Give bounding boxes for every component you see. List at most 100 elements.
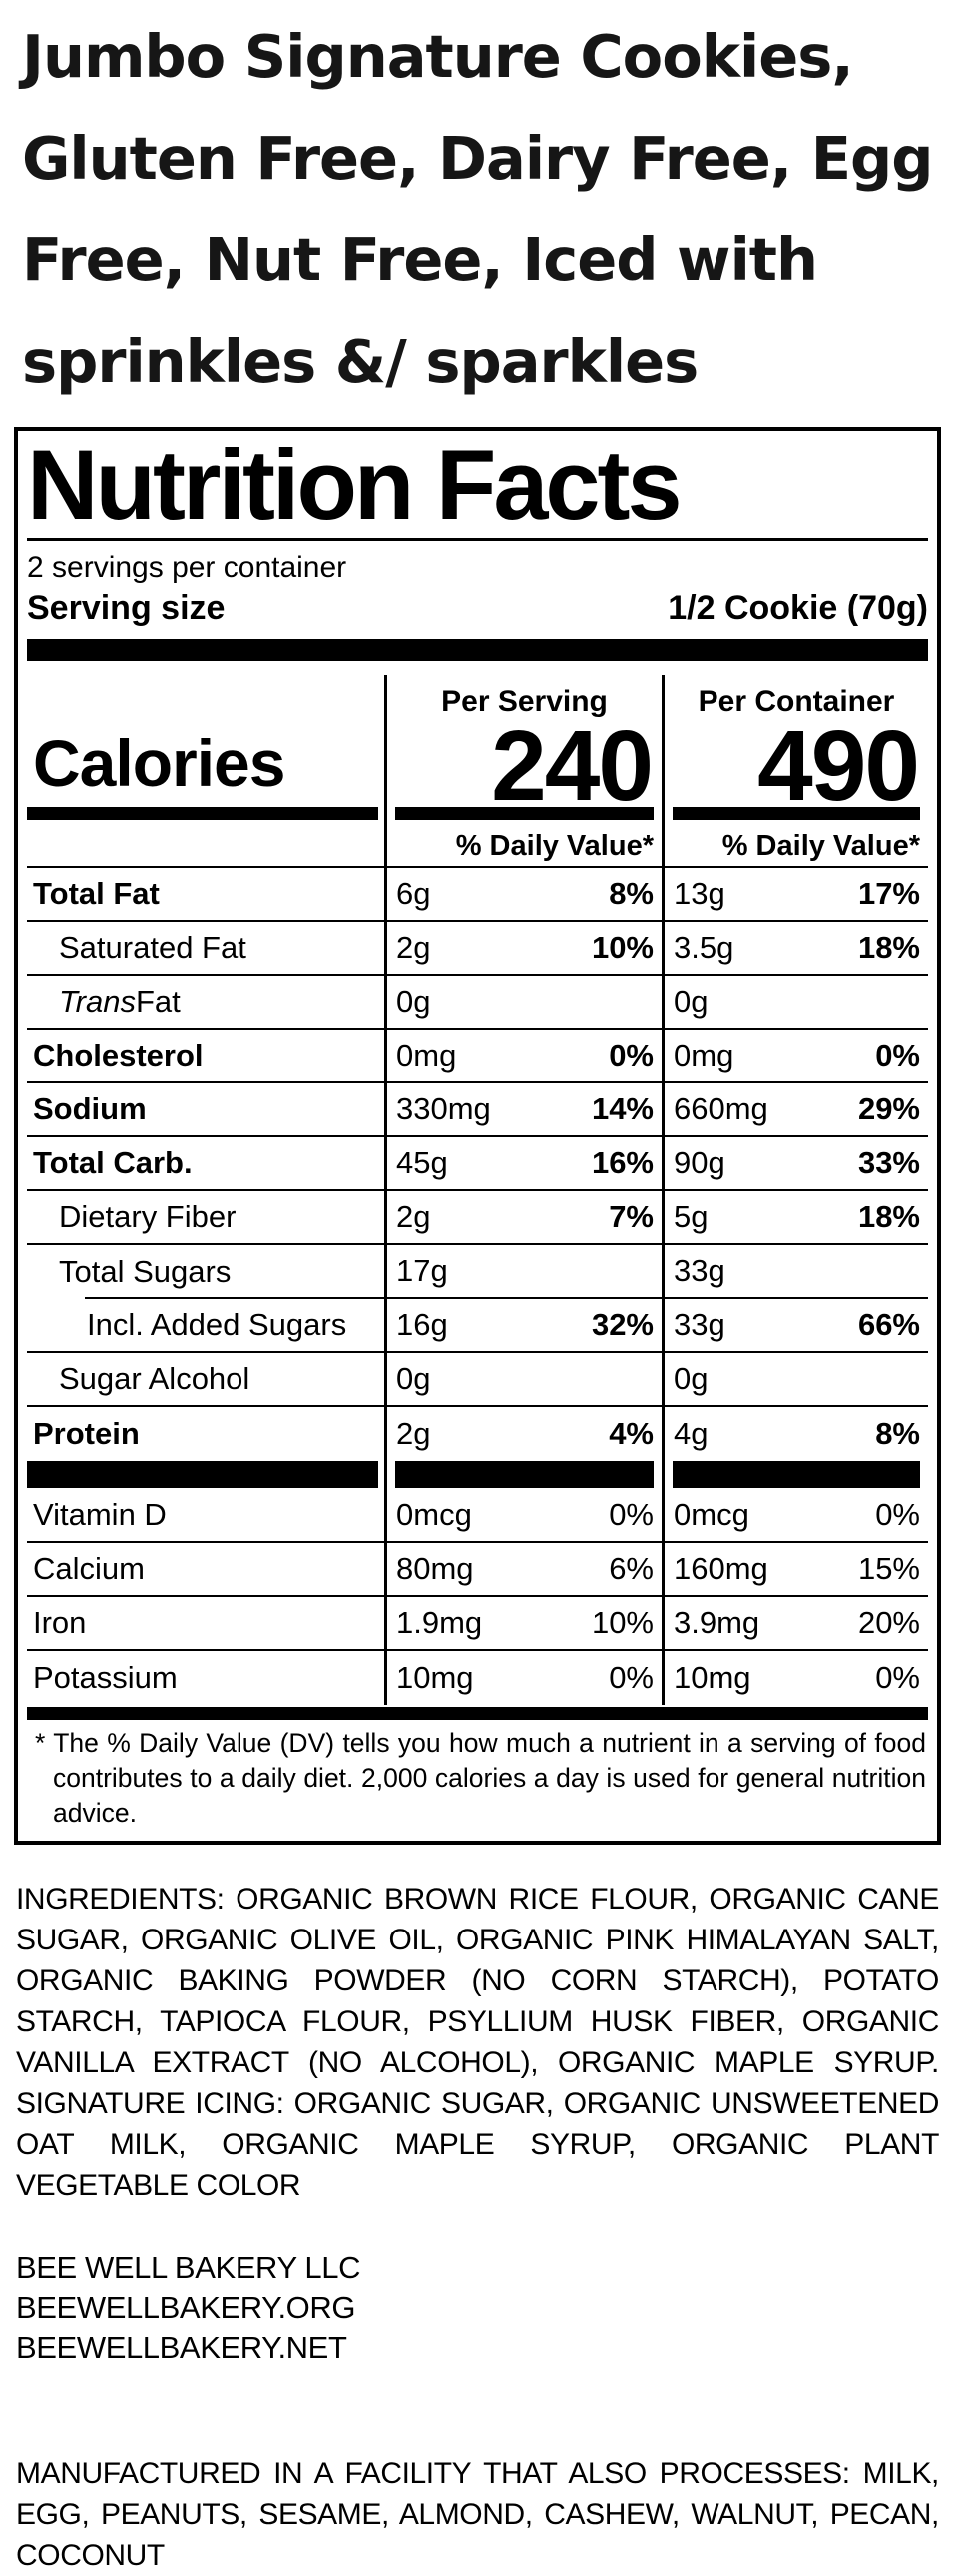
nutrient-value-cell: 0mg 0% (387, 1030, 662, 1083)
nutrient-value-cell: 660mg 29% (665, 1083, 928, 1137)
serving-size-value: 1/2 Cookie (70g) (668, 588, 928, 627)
column-divider (384, 1352, 387, 1407)
nutrient-value-cell: 17g (387, 1245, 662, 1299)
nutrient-value-cell: 3.9mg 20% (665, 1597, 928, 1651)
column-divider (384, 674, 387, 807)
daily-value-header-row: % Daily Value* % Daily Value* (27, 821, 928, 868)
nutrient-amount: 2g (396, 929, 431, 965)
nutrition-facts-panel: Nutrition Facts 2 servings per container… (14, 427, 941, 1845)
serving-size-row: Serving size 1/2 Cookie (70g) (27, 587, 928, 629)
nutrient-value-cell: 0g (387, 1353, 662, 1407)
nutrient-amount: 6g (396, 875, 431, 911)
calories-per-container-value: 490 (757, 709, 920, 822)
column-divider (662, 1244, 665, 1299)
nutrient-daily-value: 7% (609, 1198, 654, 1234)
calories-underline (27, 806, 378, 820)
nutrient-row: Calcium 80mg 6% 160mg 15% (27, 1542, 928, 1597)
nutrient-daily-value: 33% (857, 1144, 920, 1180)
nutrient-value-cell: 0mg 0% (665, 1030, 928, 1083)
column-divider (662, 674, 665, 807)
column-divider (662, 1542, 665, 1597)
nutrient-row: Sodium 330mg 14% 660mg 29% (27, 1082, 928, 1137)
column-divider (384, 975, 387, 1030)
nutrient-name: Incl. Added Sugars (27, 1299, 384, 1353)
nutrient-rows: Total Fat 6g 8% 13g 17% Saturated Fat 2g 10% 3.5… (27, 867, 928, 1705)
daily-value-footnote: * The % Daily Value (DV) tells you how m… (35, 1727, 926, 1828)
product-title-line: Jumbo Signature Cookies, (22, 22, 854, 91)
nutrient-daily-value: 15% (857, 1550, 920, 1586)
nutrient-daily-value: 18% (857, 1198, 920, 1234)
dv-header-per-serving: % Daily Value* (387, 822, 662, 868)
nutrient-name: Cholesterol (27, 1030, 384, 1083)
nutrient-daily-value: 0% (875, 1037, 920, 1073)
column-divider (384, 1136, 387, 1191)
separator-bar-segment (27, 1460, 378, 1488)
nutrient-daily-value: 6% (609, 1550, 654, 1586)
nutrient-daily-value: 14% (591, 1090, 654, 1126)
column-divider (384, 1489, 387, 1543)
nutrient-daily-value: 0% (609, 1497, 654, 1532)
product-title-line: Gluten Free, Dairy Free, Egg (22, 124, 934, 193)
column-divider (384, 1406, 387, 1461)
product-title-line: Free, Nut Free, Iced with (22, 225, 818, 294)
nutrient-amount: 33g (674, 1306, 725, 1342)
nutrient-value-cell: 16g 32% (387, 1299, 662, 1353)
nutrient-amount: 160mg (674, 1550, 768, 1586)
separator-bar-thick (27, 638, 928, 661)
nutrient-daily-value: 20% (857, 1604, 920, 1640)
nutrient-value-cell: 330mg 14% (387, 1083, 662, 1137)
nutrient-value-cell: 0mcg 0% (665, 1490, 928, 1543)
nutrient-amount: 0g (674, 1360, 709, 1396)
column-divider (384, 921, 387, 976)
nutrient-row: Protein 2g 4% 4g 8% (27, 1406, 928, 1461)
nutrient-daily-value: 10% (591, 1604, 654, 1640)
nutrient-row: Total Carb. 45g 16% 90g 33% (27, 1136, 928, 1191)
column-divider (662, 1596, 665, 1651)
nutrient-name: Iron (27, 1597, 384, 1651)
column-divider (384, 1298, 387, 1353)
nutrient-daily-value: 29% (857, 1090, 920, 1126)
column-divider (662, 1489, 665, 1543)
heading-rule (27, 537, 928, 541)
nutrient-amount: 0g (396, 983, 431, 1019)
nutrient-value-cell: 0g (387, 976, 662, 1030)
nutrient-amount: 0mg (674, 1037, 734, 1073)
nutrient-value-cell: 45g 16% (387, 1137, 662, 1191)
nutrient-amount: 3.5g (674, 929, 734, 965)
calories-underline-row (27, 806, 928, 822)
column-divider (384, 1190, 387, 1245)
servings-per-container: 2 servings per container (27, 550, 347, 584)
column-divider (662, 975, 665, 1030)
per-container-title: Per Container (698, 684, 895, 718)
nutrient-name: Sodium (27, 1083, 384, 1137)
nutrient-value-cell: 5g 18% (665, 1191, 928, 1245)
nutrient-amount: 4g (674, 1415, 709, 1451)
separator-bar-segment (673, 1460, 920, 1488)
nutrient-row: Potassium 10mg 0% 10mg 0% (27, 1650, 928, 1705)
nutrient-value-cell: 0mcg 0% (387, 1490, 662, 1543)
column-divider (384, 867, 387, 922)
nutrient-name: Protein (33, 1415, 140, 1451)
column-divider (384, 1542, 387, 1597)
bakery-line: BEE WELL BAKERY LLC (16, 2249, 361, 2285)
column-divider (662, 1352, 665, 1407)
nutrient-amount: 330mg (396, 1090, 491, 1126)
nutrient-daily-value: 8% (609, 875, 654, 911)
nutrient-value-cell: 6g 8% (387, 868, 662, 922)
nutrient-daily-value: 16% (591, 1144, 654, 1180)
calories-per-serving-value: 240 (491, 709, 654, 822)
nutrient-name: Dietary Fiber (27, 1191, 384, 1245)
nutrient-name: Trans Fat (27, 976, 384, 1030)
column-divider (662, 921, 665, 976)
allergen-facility-text: MANUFACTURED IN A FACILITY THAT ALSO PRO… (16, 2456, 939, 2572)
column-divider (384, 1460, 387, 1490)
nutrient-amount: 0mcg (396, 1497, 472, 1532)
nutrient-amount: 13g (674, 875, 725, 911)
nutrient-amount: 45g (396, 1144, 448, 1180)
nutrient-value-cell: 90g 33% (665, 1137, 928, 1191)
nutrient-row: Total Sugars 17g 33g (27, 1244, 928, 1299)
footnote-separator-bar (27, 1706, 928, 1720)
nutrient-name: Saturated Fat (27, 922, 384, 976)
column-divider (662, 1190, 665, 1245)
nutrition-facts-heading: Nutrition Facts (27, 429, 683, 540)
